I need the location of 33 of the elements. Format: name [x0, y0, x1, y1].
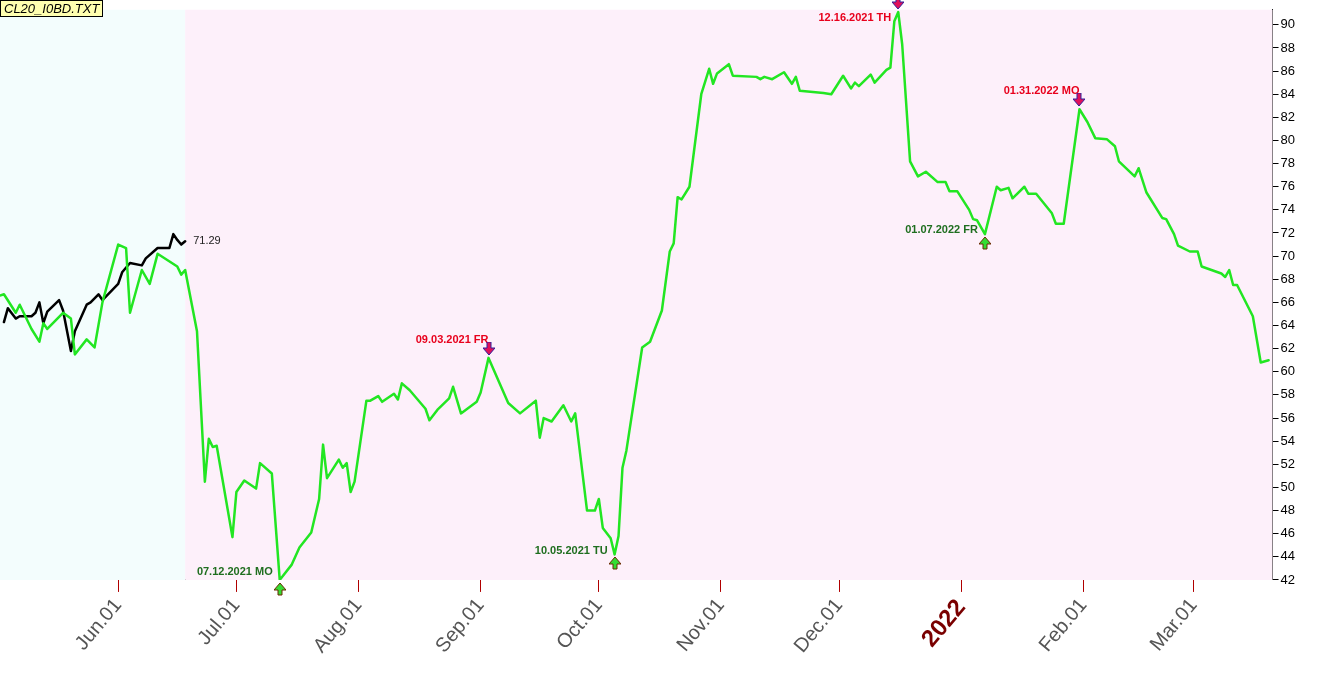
y-tick-label: 48 — [1280, 502, 1296, 518]
y-tick-label: 66 — [1280, 293, 1296, 309]
y-tick-label: 64 — [1280, 317, 1296, 333]
y-tick-label: 86 — [1280, 62, 1296, 78]
annotation: 09.03.2021 FR — [415, 332, 489, 345]
annotation: 01.31.2022 MO — [1003, 84, 1080, 97]
y-tick-label: 44 — [1280, 548, 1296, 564]
annotation: 12.16.2021 TH — [818, 10, 892, 23]
y-tick-label: 54 — [1280, 432, 1296, 448]
chart-title: CL20_I0BD.TXT — [0, 0, 104, 17]
y-tick-label: 80 — [1280, 132, 1296, 148]
y-tick-label: 72 — [1280, 224, 1296, 240]
y-tick-label: 76 — [1280, 178, 1296, 194]
y-tick-label: 68 — [1280, 270, 1296, 286]
annotation: 10.05.2021 TU — [534, 543, 608, 556]
y-tick-label: 74 — [1280, 201, 1296, 217]
y-tick-label: 42 — [1280, 571, 1296, 587]
y-tick-label: 78 — [1280, 155, 1296, 171]
y-tick-label: 84 — [1280, 85, 1296, 101]
y-tick-label: 52 — [1280, 455, 1296, 471]
y-tick-label: 88 — [1280, 39, 1296, 55]
y-tick-label: 70 — [1280, 247, 1296, 263]
y-tick-label: 62 — [1280, 340, 1296, 356]
y-tick-label: 46 — [1280, 525, 1296, 541]
annotation: 07.12.2021 MO — [196, 564, 274, 577]
y-tick-label: 56 — [1280, 409, 1296, 425]
annotation: 01.07.2022 FR — [905, 223, 978, 236]
data-label: 71.29 — [193, 234, 221, 247]
y-tick-label: 82 — [1280, 108, 1296, 124]
y-tick-label: 58 — [1280, 386, 1296, 402]
y-tick-label: 60 — [1280, 363, 1296, 379]
y-tick-label: 90 — [1280, 16, 1296, 32]
y-tick-label: 50 — [1280, 478, 1296, 494]
